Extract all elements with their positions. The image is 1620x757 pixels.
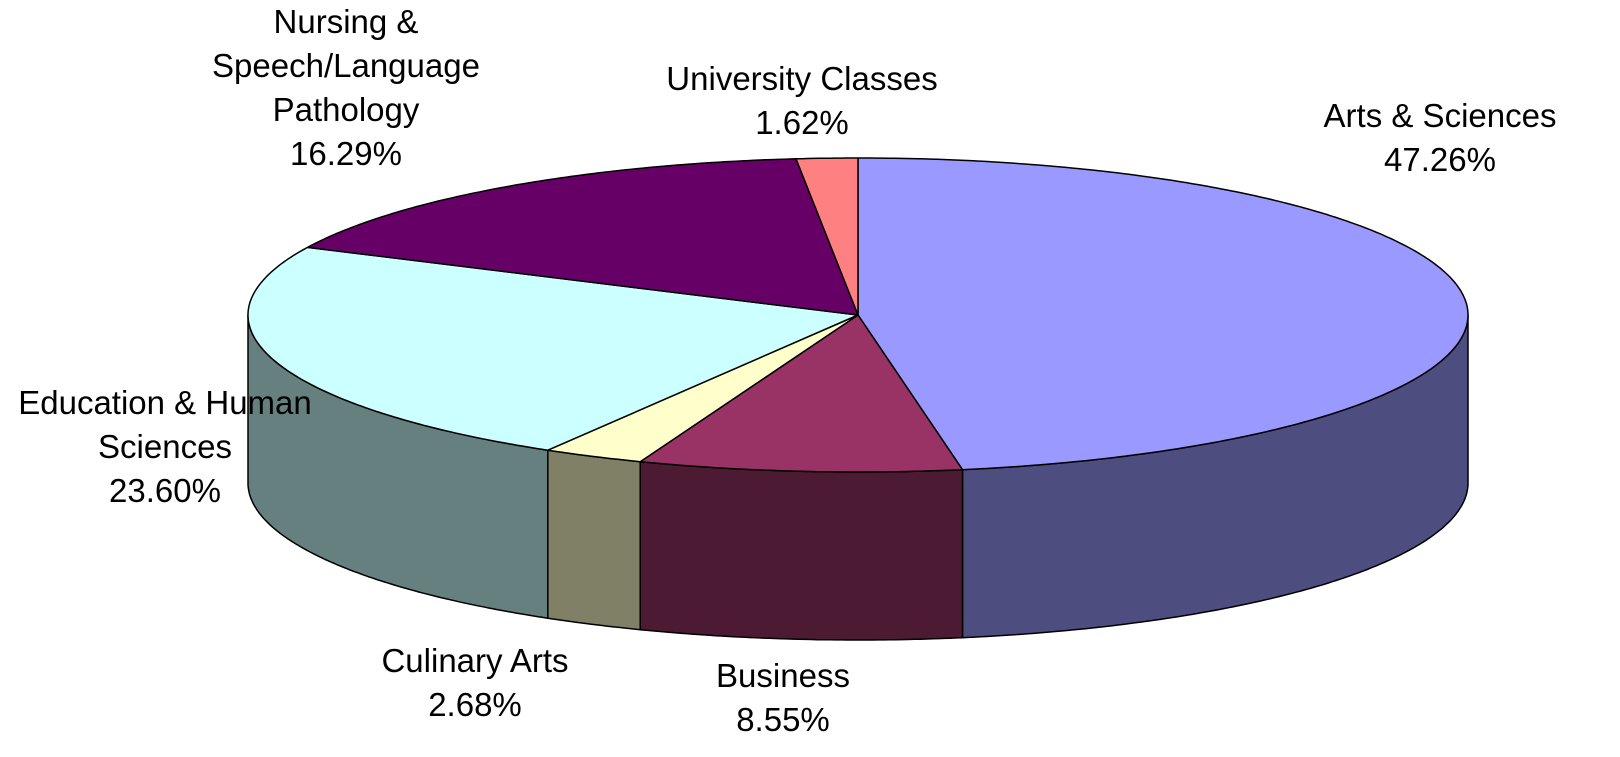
slice-label: Education & Human Sciences 23.60% — [0, 381, 335, 513]
slice-side — [547, 449, 641, 631]
value-label: 16.29% — [290, 135, 402, 172]
category-name: Nursing & Speech/Language Pathology — [212, 3, 480, 128]
value-label: 8.55% — [736, 701, 830, 738]
category-name: Education & Human Sciences — [18, 384, 312, 465]
value-label: 1.62% — [755, 104, 849, 141]
slice-label: Nursing & Speech/Language Pathology 16.29… — [196, 0, 496, 176]
category-name: Business — [716, 657, 850, 694]
slice-label: Business 8.55% — [716, 654, 850, 742]
value-label: 2.68% — [428, 686, 522, 723]
slice — [247, 246, 859, 451]
slice — [639, 314, 964, 473]
slice-side — [639, 460, 964, 641]
category-name: Arts & Sciences — [1323, 97, 1557, 134]
slice — [547, 314, 859, 463]
value-label: 23.60% — [109, 472, 221, 509]
slice-label: University Classes 1.62% — [666, 57, 937, 145]
value-label: 47.26% — [1384, 141, 1496, 178]
category-name: University Classes — [666, 60, 938, 97]
slice-label: Arts & Sciences 47.26% — [1324, 94, 1557, 182]
slice — [306, 158, 859, 316]
slice — [857, 157, 1469, 471]
category-name: Culinary Arts — [381, 642, 569, 679]
slice — [795, 157, 859, 316]
slice-label: Culinary Arts 2.68% — [381, 639, 568, 727]
